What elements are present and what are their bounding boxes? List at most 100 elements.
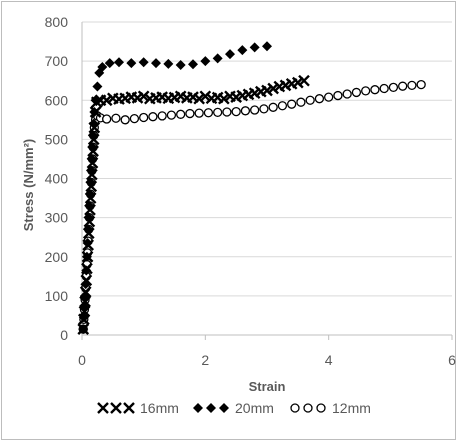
data-point-16mm [79, 295, 91, 308]
y-tick-label: 0 [60, 327, 68, 343]
data-point-20mm [86, 165, 97, 176]
data-point-12mm [361, 86, 371, 96]
legend-marker [97, 402, 109, 414]
legend-marker [123, 402, 135, 414]
data-point-12mm [166, 110, 177, 120]
series-12mm [78, 79, 426, 334]
series-20mm [78, 41, 272, 335]
y-tick-label: 500 [45, 131, 69, 147]
data-point-20mm [88, 130, 99, 141]
y-tick-label: 200 [45, 249, 69, 265]
data-points [77, 41, 426, 335]
data-point-20mm [188, 59, 198, 70]
data-point-12mm [111, 113, 121, 123]
data-point-20mm [79, 302, 90, 313]
data-point-16mm [137, 90, 150, 103]
data-point-20mm [89, 106, 100, 117]
gridlines [82, 21, 452, 297]
data-point-20mm [83, 212, 94, 223]
data-point-12mm [305, 95, 315, 105]
legend-marker [110, 402, 122, 414]
data-point-20mm [81, 251, 92, 262]
data-point-12mm [398, 81, 408, 91]
data-point-20mm [88, 118, 99, 129]
y-tick-label: 100 [45, 288, 69, 304]
data-point-12mm [185, 108, 195, 119]
legend-item-20mm: 20mm [193, 400, 274, 416]
data-point-12mm [351, 87, 362, 98]
series-16mm [77, 74, 310, 335]
y-tick-label: 300 [45, 210, 69, 226]
data-point-20mm [200, 56, 211, 67]
data-point-12mm [213, 107, 223, 118]
data-point-12mm [287, 99, 297, 109]
data-point-20mm [237, 45, 248, 56]
data-point-12mm [370, 85, 380, 95]
data-point-16mm [193, 92, 206, 105]
data-point-20mm [78, 312, 89, 323]
data-point-12mm [157, 111, 167, 121]
data-point-12mm [102, 114, 112, 124]
data-point-20mm [80, 290, 91, 301]
data-point-20mm [85, 189, 96, 200]
data-point-12mm [194, 108, 204, 118]
y-tick-label: 800 [45, 14, 69, 30]
data-point-20mm [249, 42, 260, 53]
data-point-20mm [78, 324, 89, 335]
data-point-20mm [104, 58, 115, 69]
data-point-12mm [129, 113, 140, 124]
data-point-12mm [416, 79, 426, 90]
data-point-20mm [83, 224, 94, 235]
data-point-12mm [379, 83, 389, 94]
legend-label: 20mm [235, 400, 274, 416]
data-point-12mm [222, 107, 232, 117]
legend-label: 12mm [332, 400, 371, 416]
data-point-20mm [262, 41, 272, 52]
data-point-20mm [85, 177, 96, 188]
data-point-20mm [97, 61, 108, 72]
data-point-16mm [217, 92, 230, 105]
x-tick-label: 0 [78, 352, 86, 368]
y-tick-label: 700 [45, 53, 69, 69]
x-tick-labels: 0 2 4 6 [78, 352, 456, 368]
data-point-20mm [80, 279, 91, 290]
data-point-20mm [114, 57, 124, 68]
y-tick-labels: 0 100 200 300 400 500 600 700 800 [45, 14, 69, 343]
data-point-20mm [163, 58, 174, 69]
data-point-12mm [139, 112, 149, 123]
data-point-20mm [86, 153, 97, 164]
y-tick-label: 600 [45, 92, 69, 108]
data-point-12mm [324, 92, 334, 102]
data-point-20mm [225, 49, 235, 60]
data-point-12mm [203, 108, 214, 118]
legend-label: 16mm [140, 400, 179, 416]
data-point-20mm [151, 58, 161, 69]
data-point-12mm [250, 105, 260, 115]
data-point-12mm [277, 101, 288, 111]
y-axis-title: Stress (N/mm²) [21, 139, 36, 231]
data-point-12mm [296, 97, 306, 107]
data-point-12mm [176, 109, 186, 119]
data-point-12mm [240, 106, 251, 116]
data-point-20mm [175, 60, 186, 71]
x-tick-label: 4 [325, 352, 333, 368]
data-point-12mm [231, 106, 241, 117]
data-point-12mm [120, 115, 130, 125]
data-point-20mm [87, 142, 98, 153]
data-point-12mm [388, 82, 399, 92]
legend-item-12mm: 12mm [290, 400, 371, 416]
data-point-12mm [342, 89, 352, 99]
legend-marker [303, 403, 313, 413]
data-point-12mm [333, 90, 343, 101]
axes [81, 22, 453, 340]
x-axis-title: Strain [249, 379, 286, 394]
legend-marker [316, 403, 326, 413]
data-point-12mm [148, 112, 158, 122]
data-point-20mm [138, 57, 149, 68]
legend: 16mm 20mm 12mm [97, 400, 371, 416]
data-point-20mm [126, 58, 137, 69]
data-point-12mm [259, 104, 269, 114]
legend-marker [290, 403, 300, 413]
x-tick-label: 2 [201, 352, 209, 368]
